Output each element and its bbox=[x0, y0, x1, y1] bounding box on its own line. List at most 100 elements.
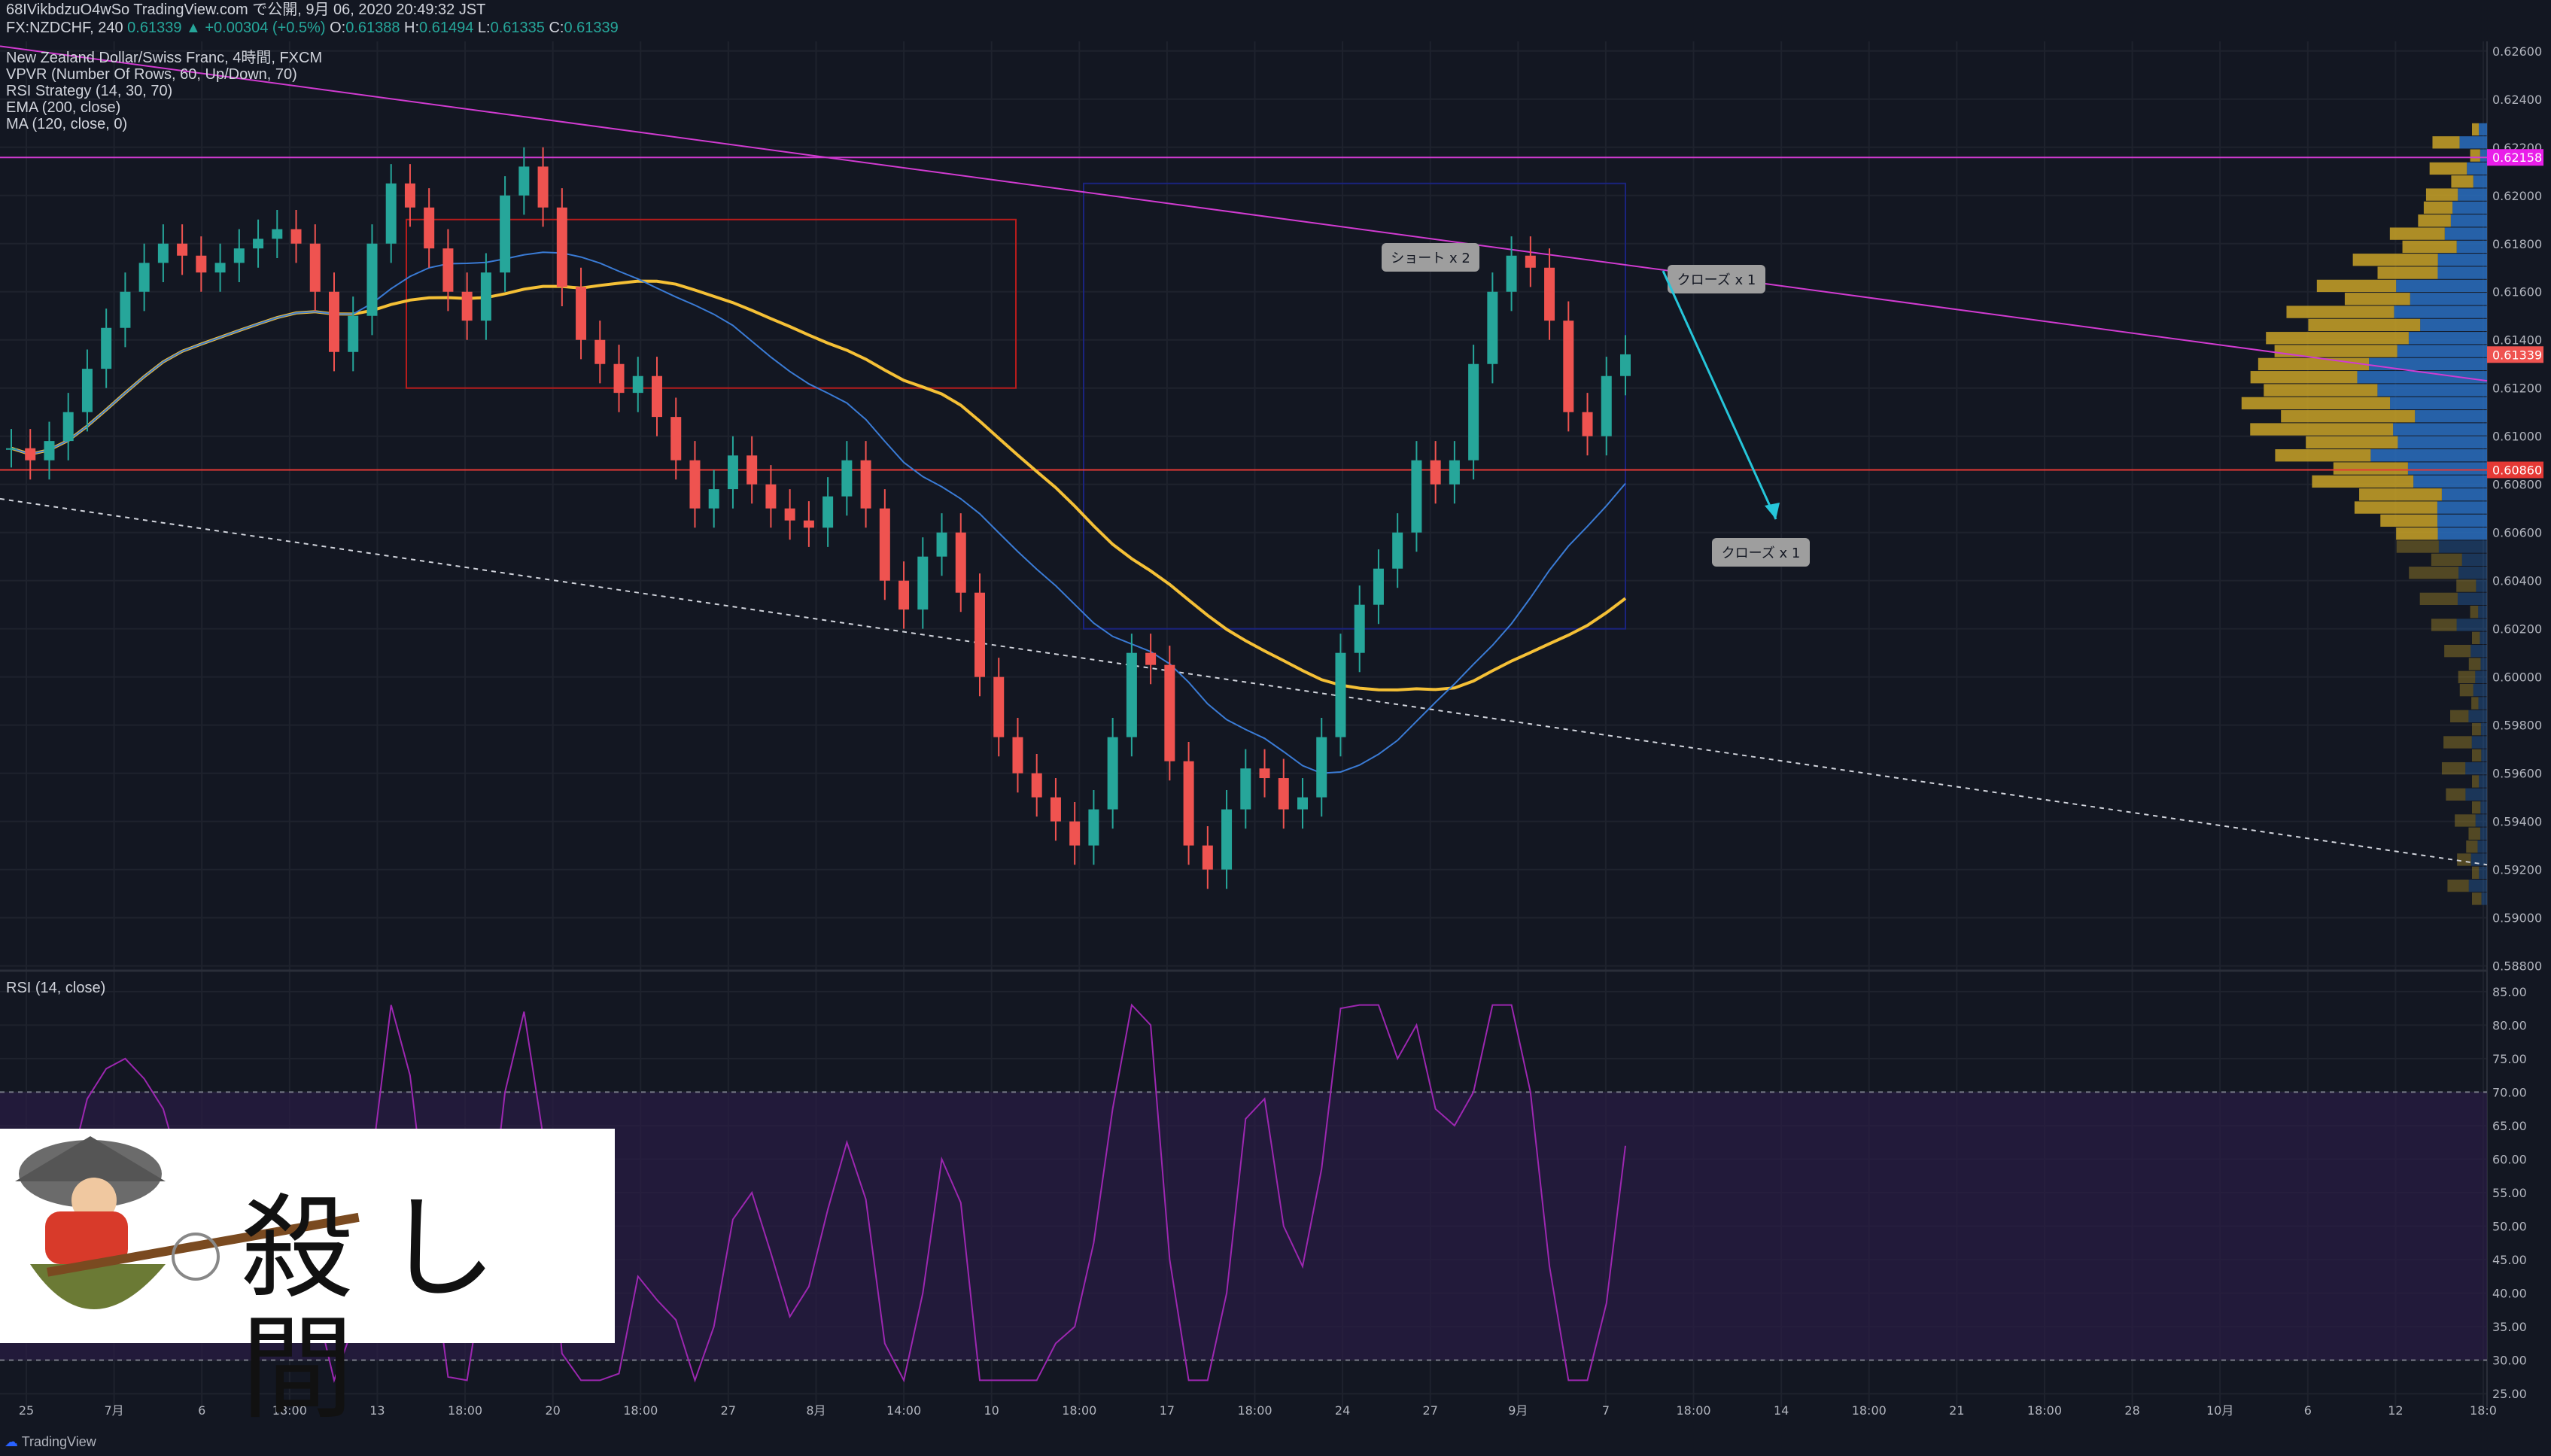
candle-body bbox=[1050, 797, 1061, 822]
candle-body bbox=[404, 183, 415, 208]
volume-profile-down-bar bbox=[2471, 697, 2479, 710]
volume-profile-down-bar bbox=[2352, 254, 2438, 266]
samurai-gunner-logo bbox=[15, 1136, 360, 1309]
volume-profile-down-bar bbox=[2359, 488, 2442, 501]
volume-profile-down-bar bbox=[2470, 606, 2479, 619]
candle-body bbox=[1240, 768, 1251, 810]
volume-profile-up-bar bbox=[2480, 722, 2487, 736]
tradingview-brand[interactable]: ☁ TradingView bbox=[5, 1434, 96, 1450]
volume-profile-up-bar bbox=[2369, 357, 2487, 371]
rsi-tick-label: 75.00 bbox=[2492, 1052, 2527, 1066]
indicator-legend-4[interactable]: MA (120, close, 0) bbox=[6, 116, 128, 132]
price-tick-label: 0.59800 bbox=[2492, 719, 2542, 733]
rsi-legend[interactable]: RSI (14, close) bbox=[6, 980, 106, 996]
last-price: 0.61339 bbox=[127, 20, 182, 36]
time-tick-label: 18:0 bbox=[2470, 1403, 2497, 1418]
price-tick-label: 0.60800 bbox=[2492, 478, 2542, 492]
candle-body bbox=[157, 243, 169, 263]
support-price-badge: 0.60860 bbox=[2492, 464, 2542, 478]
volume-profile-up-bar bbox=[2458, 567, 2487, 579]
last-price-badge-bg bbox=[2487, 346, 2543, 363]
candle-body bbox=[348, 315, 359, 352]
candle-body bbox=[974, 592, 985, 677]
volume-profile-up-bar bbox=[2437, 501, 2487, 514]
time-tick-label: 8月 bbox=[806, 1403, 826, 1418]
candle-body bbox=[1506, 255, 1517, 292]
volume-profile-up-bar bbox=[2452, 201, 2487, 214]
candle-body bbox=[177, 243, 188, 256]
time-tick-label: 17 bbox=[1160, 1403, 1175, 1418]
candle-body bbox=[727, 455, 738, 490]
price-tick-label: 0.61000 bbox=[2492, 430, 2542, 444]
candle-body bbox=[309, 243, 321, 292]
volume-profile-up-bar bbox=[2450, 214, 2487, 227]
candle-body bbox=[1411, 460, 1422, 533]
candle-body bbox=[1449, 460, 1460, 485]
time-tick-label: 24 bbox=[1335, 1403, 1350, 1418]
resistance-price-badge: 0.62158 bbox=[2492, 150, 2542, 165]
volume-profile-down-bar bbox=[2450, 710, 2469, 722]
price-tick-label: 0.59400 bbox=[2492, 815, 2542, 829]
volume-profile-up-bar bbox=[2357, 371, 2487, 384]
volume-profile-up-bar bbox=[2476, 579, 2487, 592]
volume-profile-down-bar bbox=[2396, 527, 2438, 540]
close-label: C: bbox=[549, 20, 564, 36]
candle-body bbox=[1487, 291, 1498, 364]
volume-profile-up-bar bbox=[2444, 227, 2487, 240]
price-tick-label: 0.61600 bbox=[2492, 285, 2542, 299]
candle-body bbox=[879, 508, 890, 581]
candle-body bbox=[196, 255, 207, 273]
time-tick-label: 18:00 bbox=[1852, 1403, 1887, 1418]
indicator-legend-0[interactable]: New Zealand Dollar/Swiss Franc, 4時間, FXC… bbox=[6, 50, 323, 66]
candle-body bbox=[556, 207, 567, 287]
candle-body bbox=[518, 166, 530, 196]
candle-body bbox=[366, 243, 378, 316]
volume-profile-down-bar bbox=[2468, 658, 2481, 670]
annotations[interactable]: ショート x 2 クローズ x 1 クローズ x 1 bbox=[1382, 243, 1810, 567]
volume-profile-up-bar bbox=[2468, 710, 2487, 722]
price-tick-label: 0.60200 bbox=[2492, 622, 2542, 637]
indicator-legend-1[interactable]: VPVR (Number Of Rows, 60, Up/Down, 70) bbox=[6, 66, 297, 83]
volume-profile-down-bar bbox=[2457, 853, 2471, 866]
close-x1-label-bottom: クローズ x 1 bbox=[1722, 546, 1801, 561]
candle-body bbox=[898, 580, 910, 610]
time-tick-label: 18:00 bbox=[272, 1403, 307, 1418]
volume-profile-down-bar bbox=[2472, 749, 2482, 761]
publish-info: 68IVikbdzuO4wSo TradingView.com で公開, 9月 … bbox=[6, 2, 485, 18]
volume-profile-up-bar bbox=[2408, 332, 2487, 345]
symbol-label[interactable]: FX:NZDCHF, 240 bbox=[6, 20, 123, 36]
volume-profile-down-bar bbox=[2432, 136, 2460, 149]
time-tick-label: 20 bbox=[545, 1403, 560, 1418]
indicator-legend-3[interactable]: EMA (200, close) bbox=[6, 99, 121, 116]
volume-profile-up-bar bbox=[2397, 436, 2487, 449]
volume-profile-down-bar bbox=[2396, 540, 2439, 553]
rsi-tick-label: 35.00 bbox=[2492, 1320, 2527, 1334]
short-x2-label: ショート x 2 bbox=[1391, 251, 1470, 266]
candle-body bbox=[1544, 267, 1555, 321]
volume-profile-down-bar bbox=[2275, 449, 2371, 462]
close-x1-label-top-box bbox=[1668, 265, 1765, 293]
volume-profile-down-bar bbox=[2266, 332, 2409, 345]
candle-body bbox=[329, 291, 339, 352]
publish-line: 68IVikbdzuO4wSo TradingView.com で公開, 9月 … bbox=[6, 2, 486, 18]
candle-body bbox=[1392, 532, 1403, 569]
price-tick-label: 0.58800 bbox=[2492, 959, 2542, 974]
candle-body bbox=[1354, 604, 1365, 653]
candle-body bbox=[936, 532, 947, 557]
candle-body bbox=[1259, 768, 1270, 779]
candle-body bbox=[993, 676, 1005, 737]
volume-profile-up-bar bbox=[2396, 279, 2487, 293]
volume-profile-down-bar bbox=[2354, 501, 2437, 514]
candle-body bbox=[120, 291, 131, 328]
volume-profile-up-bar bbox=[2370, 449, 2487, 462]
time-tick-label: 18:00 bbox=[2027, 1403, 2062, 1418]
candle-body bbox=[1088, 809, 1099, 846]
candle-body bbox=[822, 496, 834, 528]
ma-120-line bbox=[11, 251, 1626, 774]
indicator-legend-2[interactable]: RSI Strategy (14, 30, 70) bbox=[6, 83, 173, 99]
volume-profile-up-bar bbox=[2393, 423, 2487, 436]
time-tick-label: 6 bbox=[2304, 1403, 2312, 1418]
candle-body bbox=[1202, 845, 1213, 870]
time-tick-label: 18:00 bbox=[1676, 1403, 1710, 1418]
volume-profile-down-bar bbox=[2441, 761, 2466, 775]
